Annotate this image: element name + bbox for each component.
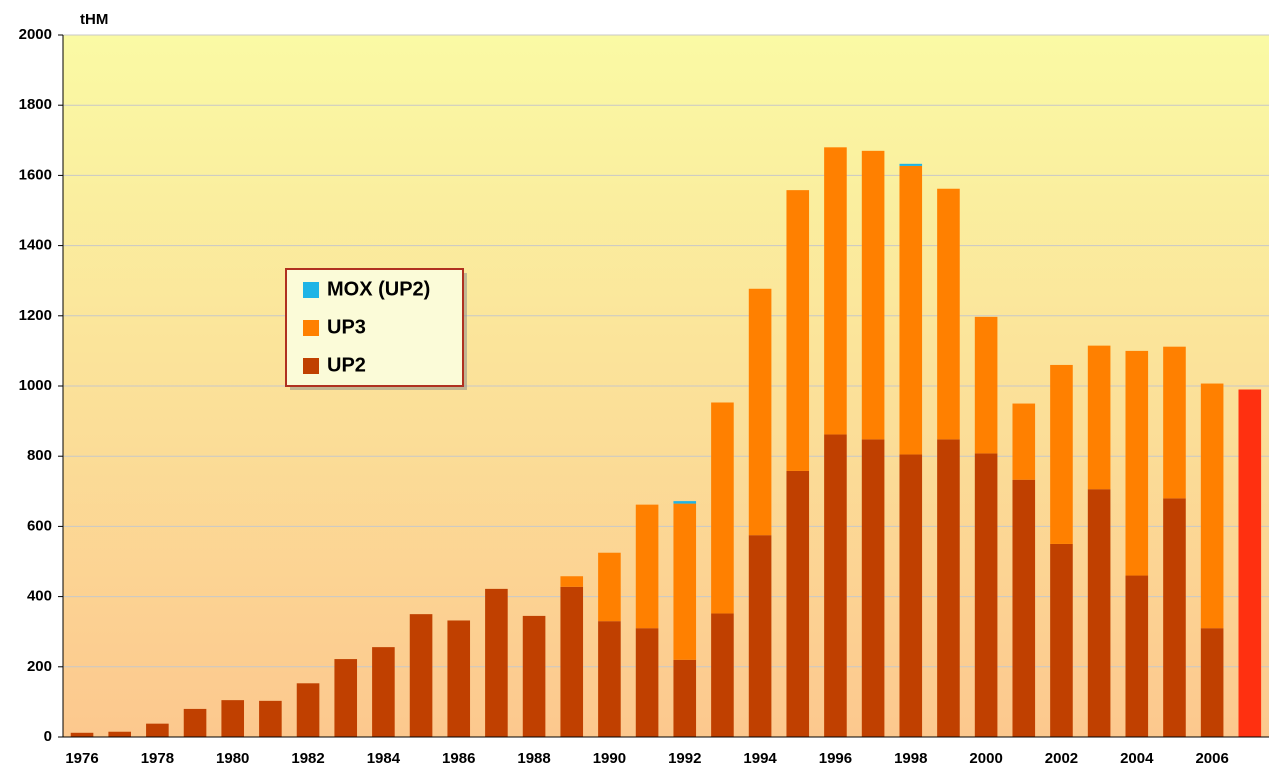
bar-segment	[937, 188, 960, 440]
legend-label: MOX (UP2)	[327, 278, 430, 300]
bar-segment	[183, 708, 207, 737]
bar-segment	[1200, 383, 1224, 629]
bar-segment	[824, 147, 847, 435]
y-axis-label: tHM	[80, 11, 108, 28]
bar-segment	[1012, 479, 1036, 737]
bar-segment	[1087, 345, 1111, 490]
bar-segment	[673, 501, 697, 504]
y-tick-label: 2000	[19, 26, 52, 43]
x-tick-label: 1976	[65, 750, 98, 767]
bar-segment	[1163, 498, 1186, 737]
x-tick-label: 1990	[593, 750, 626, 767]
y-tick-label: 1400	[19, 237, 52, 254]
bar-segment	[372, 647, 395, 737]
bar-segment	[1087, 489, 1111, 737]
bar-segment	[1238, 389, 1262, 737]
bar-segment	[560, 576, 584, 587]
bar-segment	[560, 586, 584, 737]
x-tick-label: 1986	[442, 750, 475, 767]
y-tick-label: 600	[27, 517, 52, 534]
x-tick-label: 1978	[141, 750, 174, 767]
legend-swatch	[303, 320, 319, 336]
bar-segment	[899, 163, 923, 166]
bar-segment	[221, 700, 245, 737]
bar-segment	[108, 731, 132, 737]
y-tick-label: 1200	[19, 307, 52, 324]
bar-segment	[598, 552, 621, 622]
bar-segment	[635, 504, 659, 629]
bar-segment	[974, 453, 998, 737]
x-tick-label: 1984	[367, 750, 401, 767]
bar-segment	[635, 628, 659, 737]
x-tick-label: 1982	[291, 750, 324, 767]
bar-segment	[598, 621, 621, 737]
bar-segment	[1012, 403, 1036, 480]
bar-segment	[1125, 350, 1149, 576]
y-tick-label: 1000	[19, 377, 52, 394]
bar-segment	[673, 659, 697, 737]
bar-segment	[296, 683, 320, 737]
x-tick-label: 1994	[743, 750, 777, 767]
bar-segment	[861, 150, 885, 440]
bar-segment	[786, 470, 810, 737]
x-tick-label: 1992	[668, 750, 701, 767]
y-tick-label: 1600	[19, 166, 52, 183]
y-tick-label: 800	[27, 447, 52, 464]
legend-swatch	[303, 282, 319, 298]
y-tick-label: 0	[44, 728, 52, 745]
bar-segment	[259, 700, 282, 737]
bar-segment	[447, 620, 471, 737]
bar-segment	[711, 613, 734, 737]
bar-segment	[485, 588, 508, 737]
x-tick-label: 2002	[1045, 750, 1078, 767]
bar-segment	[1050, 543, 1073, 737]
bar-segment	[824, 434, 847, 737]
legend-swatch	[303, 358, 319, 374]
x-tick-label: 1988	[517, 750, 550, 767]
legend-label: UP3	[327, 316, 366, 338]
x-tick-label: 1998	[894, 750, 927, 767]
bar-segment	[334, 659, 358, 737]
legend-label: UP2	[327, 354, 366, 376]
bar-segment	[1050, 364, 1073, 544]
bar-segment	[522, 615, 546, 737]
x-tick-label: 2000	[969, 750, 1002, 767]
x-tick-label: 1996	[819, 750, 852, 767]
bar-segment	[748, 288, 772, 536]
bar-segment	[974, 316, 998, 454]
bar-segment	[748, 535, 772, 737]
bar-segment	[409, 614, 433, 737]
bar-segment	[70, 732, 94, 737]
y-tick-label: 200	[27, 658, 52, 675]
y-tick-label: 1800	[19, 96, 52, 113]
bar-segment	[711, 402, 734, 614]
x-tick-label: 2006	[1195, 750, 1228, 767]
bar-segment	[1163, 346, 1186, 499]
bar-segment	[937, 439, 960, 737]
bar-segment	[899, 454, 923, 737]
x-tick-label: 2004	[1120, 750, 1154, 767]
bar-segment	[1200, 628, 1224, 737]
bar-segment	[786, 190, 810, 471]
y-tick-label: 400	[27, 588, 52, 605]
bar-segment	[1125, 575, 1149, 737]
bar-segment	[899, 165, 923, 455]
bar-segment	[861, 439, 885, 737]
x-tick-label: 1980	[216, 750, 249, 767]
bar-segment	[146, 723, 169, 737]
bar-segment	[673, 503, 697, 660]
